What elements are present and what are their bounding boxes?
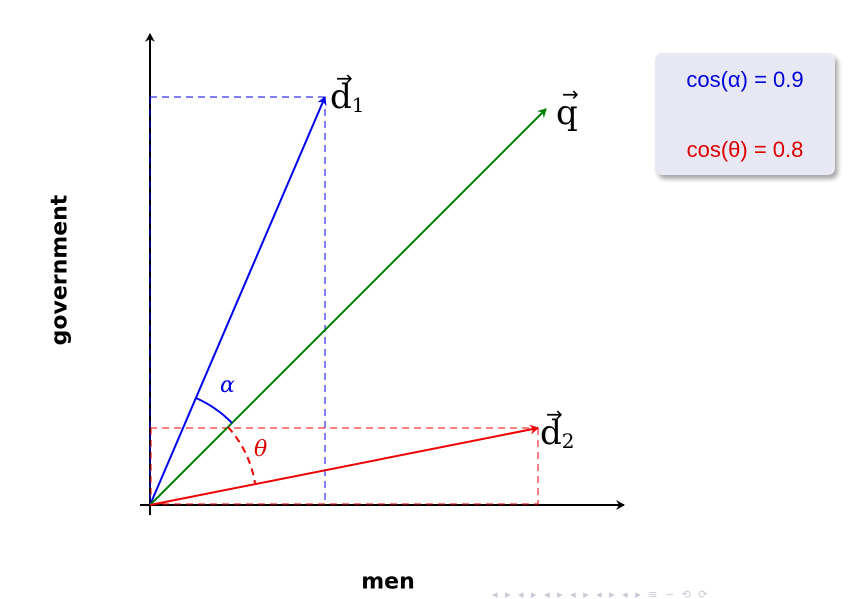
d1-subscript: 1 bbox=[351, 93, 365, 117]
d1-label: → d1 bbox=[330, 68, 365, 117]
cosine-box: cos(α) = 0.9 cos(θ) = 0.8 bbox=[655, 53, 835, 175]
cos-alpha-text: cos(α) = 0.9 bbox=[686, 67, 804, 92]
cos-theta-text: cos(θ) = 0.8 bbox=[686, 137, 804, 162]
d2-subscript: 2 bbox=[561, 429, 575, 453]
q-arrow-accent: → bbox=[562, 82, 579, 106]
vector-d2 bbox=[149, 424, 539, 506]
slide-navigation-bar[interactable]: ◂ ▸ ◂ ▸ ◂ ▸ ◂ ▸ ◂ ▸ ◂ ▸ ≡ ∽ ⟲ ⟳ bbox=[492, 588, 710, 599]
d2-arrow-accent: → bbox=[546, 402, 563, 426]
q-label: → q bbox=[556, 84, 579, 133]
theta-arc bbox=[227, 426, 256, 484]
alpha-label: α bbox=[220, 373, 235, 398]
theta-label: θ bbox=[254, 437, 268, 462]
x-axis-label: men bbox=[361, 569, 415, 595]
d2-label: → d2 bbox=[540, 404, 575, 453]
d2-symbol: d bbox=[540, 413, 562, 453]
q-symbol: q bbox=[556, 93, 578, 133]
vector-d1 bbox=[149, 96, 327, 506]
d1-arrow-accent: → bbox=[336, 66, 353, 90]
vector-q bbox=[149, 108, 547, 506]
d1-symbol: d bbox=[330, 77, 352, 117]
y-axis-label: government bbox=[47, 194, 73, 346]
alpha-arc bbox=[195, 397, 233, 424]
